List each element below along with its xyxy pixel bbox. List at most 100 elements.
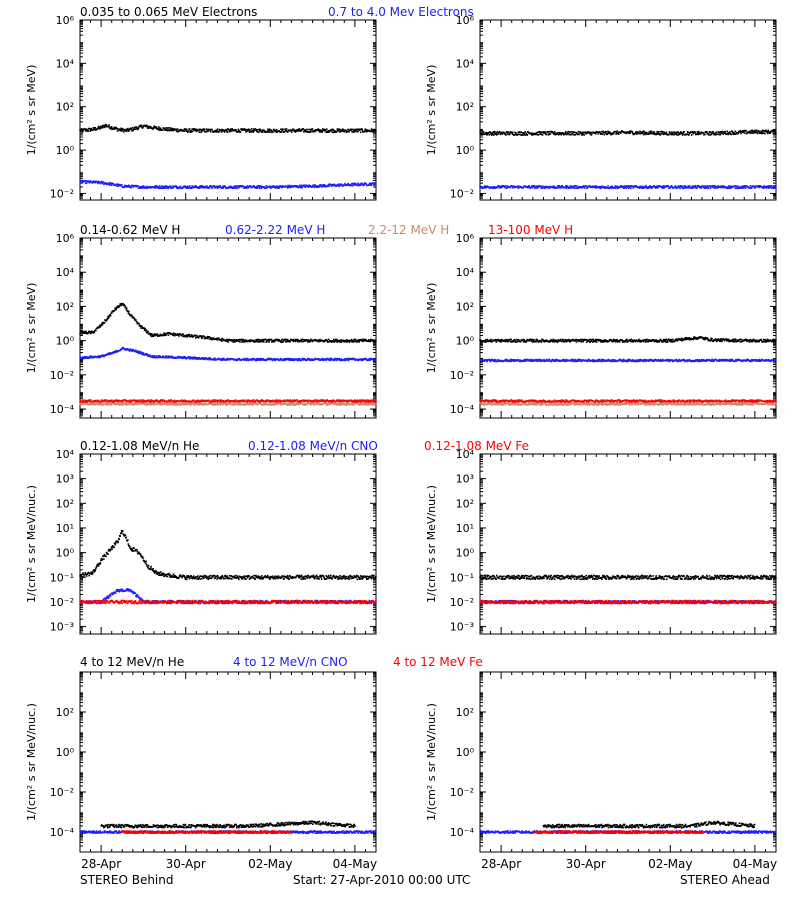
data-point <box>703 132 705 134</box>
data-point <box>364 404 366 406</box>
data-point <box>483 131 485 133</box>
data-point <box>574 187 576 189</box>
data-point <box>90 333 92 335</box>
data-point <box>717 134 719 136</box>
data-point <box>549 133 551 135</box>
data-point <box>675 132 677 134</box>
data-point <box>131 187 133 189</box>
data-point <box>651 131 653 133</box>
data-point <box>182 333 184 335</box>
data-point <box>375 183 377 185</box>
data-point <box>100 326 102 328</box>
data-point <box>138 127 140 129</box>
data-point <box>328 339 330 341</box>
data-point <box>321 130 323 132</box>
data-point <box>347 404 349 406</box>
data-point <box>749 131 751 133</box>
data-point <box>370 131 372 133</box>
data-point <box>688 187 690 189</box>
data-point <box>630 132 632 134</box>
y-tick-label: 10⁻² <box>50 369 74 382</box>
data-point <box>207 130 209 132</box>
data-point <box>339 340 341 342</box>
data-point <box>132 127 134 129</box>
plot-frame <box>480 20 776 200</box>
data-point <box>240 131 242 133</box>
data-point <box>768 130 770 132</box>
data-point <box>286 128 288 130</box>
data-point <box>488 134 490 136</box>
data-point <box>658 131 660 133</box>
data-point <box>158 126 160 128</box>
data-point <box>165 187 167 189</box>
data-point <box>165 335 167 337</box>
data-point <box>142 401 144 403</box>
data-point <box>162 129 164 131</box>
data-point <box>375 360 377 362</box>
data-point <box>751 187 753 189</box>
data-point <box>775 187 777 189</box>
data-point <box>265 339 267 341</box>
data-point <box>682 134 684 136</box>
data-point <box>219 185 221 187</box>
data-point <box>326 128 328 130</box>
data-point <box>287 339 289 341</box>
data-point <box>701 187 703 189</box>
data-point <box>735 185 737 187</box>
data-point <box>170 186 172 188</box>
y-tick-label: 10⁴ <box>56 266 75 279</box>
data-point <box>595 133 597 135</box>
data-point <box>186 129 188 131</box>
data-point <box>135 350 137 352</box>
data-point <box>201 131 203 133</box>
data-point <box>341 131 343 133</box>
series-points <box>479 129 776 136</box>
data-point <box>182 402 184 404</box>
plot-frame <box>80 238 376 418</box>
y-tick-label: 10⁶ <box>56 14 75 27</box>
data-point <box>548 131 550 133</box>
data-point <box>683 131 685 133</box>
data-point <box>723 185 725 187</box>
data-point <box>341 341 343 343</box>
data-point <box>674 131 676 133</box>
data-point <box>498 185 500 187</box>
data-point <box>224 131 226 133</box>
data-point <box>574 131 576 133</box>
data-point <box>542 134 544 136</box>
series-points <box>479 185 776 189</box>
data-point <box>120 128 122 130</box>
data-point <box>169 401 171 403</box>
data-point <box>679 187 681 189</box>
data-point <box>773 133 775 135</box>
data-point <box>111 312 113 314</box>
data-point <box>365 404 367 406</box>
data-point <box>525 131 527 133</box>
data-point <box>268 341 270 343</box>
y-axis-label: 1/(cm² s sr MeV) <box>425 65 438 156</box>
data-point <box>362 339 364 341</box>
data-point <box>361 129 363 131</box>
data-point <box>607 133 609 135</box>
data-point <box>312 128 314 130</box>
data-point <box>575 134 577 136</box>
data-point <box>692 187 694 189</box>
data-point <box>538 134 540 136</box>
data-point <box>556 187 558 189</box>
data-point <box>100 127 102 129</box>
data-point <box>354 184 356 186</box>
data-point <box>349 341 351 343</box>
data-point <box>193 402 195 404</box>
data-point <box>272 360 274 362</box>
data-point <box>715 132 717 134</box>
data-point <box>360 132 362 134</box>
data-point <box>687 132 689 134</box>
data-point <box>199 404 201 406</box>
data-point <box>591 134 593 136</box>
data-point <box>281 339 283 341</box>
data-point <box>272 131 274 133</box>
data-point <box>257 129 259 131</box>
data-point <box>163 335 165 337</box>
data-point <box>235 129 237 131</box>
y-tick-label: 10⁰ <box>56 144 75 157</box>
